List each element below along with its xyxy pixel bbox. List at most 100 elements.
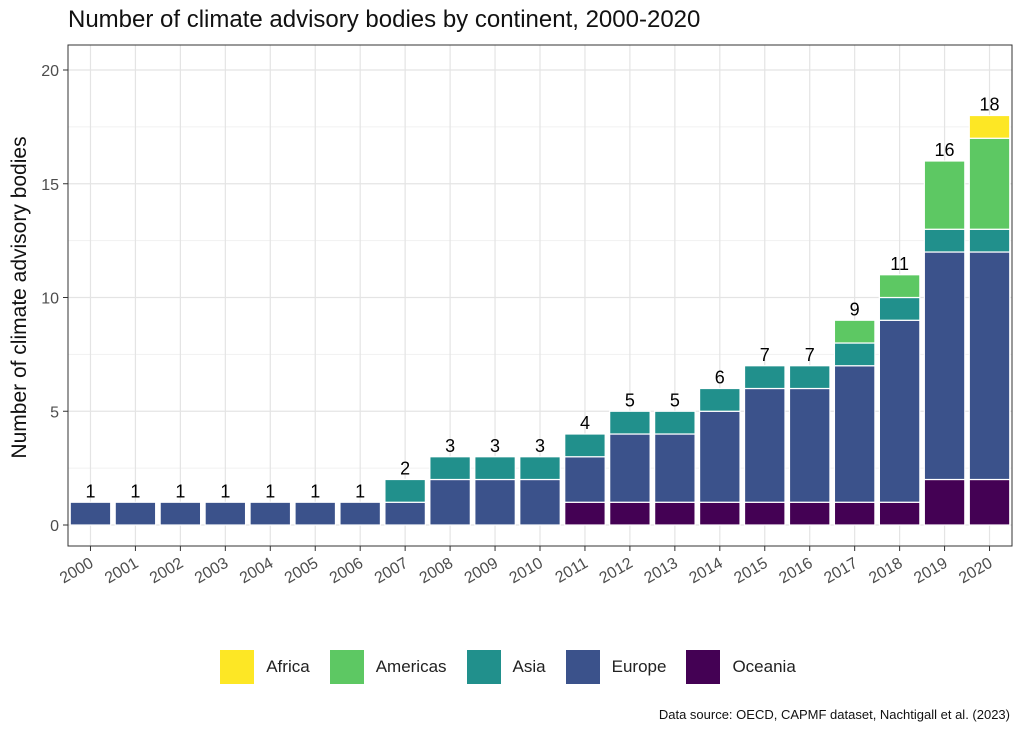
legend-swatch <box>686 650 721 684</box>
bar-segment-asia-2009 <box>474 456 516 481</box>
bar-segment-oceania-2019 <box>923 478 966 526</box>
legend-label: Americas <box>375 657 447 676</box>
total-label-2007: 2 <box>400 459 410 479</box>
total-label-2010: 3 <box>535 436 545 456</box>
legend-swatch <box>565 650 600 684</box>
bar-segment-oceania-2015 <box>743 501 786 526</box>
bar-segment-oceania-2018 <box>878 501 921 526</box>
legend-swatch <box>466 650 501 684</box>
bar-segment-europe-2001 <box>114 501 157 526</box>
bar-segment-europe-2002 <box>159 501 202 526</box>
bar-segment-europe-2006 <box>339 501 382 526</box>
legend-label: Oceania <box>732 657 796 676</box>
total-label-2008: 3 <box>445 436 455 456</box>
bar-segment-asia-2010 <box>519 456 561 481</box>
bar-segment-asia-2011 <box>564 433 606 458</box>
legend-item-asia: Asia <box>466 650 554 684</box>
bar-segment-asia-2018 <box>878 296 921 321</box>
legend-swatch <box>329 650 364 684</box>
bar-segment-europe-2015 <box>743 387 786 503</box>
source-note: Data source: OECD, CAPMF dataset, Nachti… <box>658 707 1010 722</box>
x-tick-label: 2004 <box>237 555 276 588</box>
legend-item-africa: Africa <box>220 650 317 684</box>
bar-segment-asia-2013 <box>654 410 696 435</box>
bar-segment-oceania-2016 <box>788 501 831 526</box>
legend-item-oceania: Oceania <box>686 650 803 684</box>
y-tick-label: 5 <box>50 404 59 421</box>
total-label-2000: 1 <box>85 481 95 501</box>
legend-item-europe: Europe <box>565 650 675 684</box>
total-label-2009: 3 <box>490 436 500 456</box>
bar-segment-americas-2020 <box>968 137 1011 230</box>
total-label-2004: 1 <box>265 481 275 501</box>
total-label-2006: 1 <box>355 481 365 501</box>
total-label-2014: 6 <box>715 368 725 388</box>
x-tick-label: 2003 <box>192 555 231 588</box>
bars-layer <box>69 114 1011 526</box>
x-tick-label: 2002 <box>147 555 186 588</box>
bar-segment-oceania-2017 <box>833 501 876 526</box>
x-tick-label: 2001 <box>102 555 141 588</box>
x-tick-label: 2020 <box>956 555 995 588</box>
bar-segment-europe-2000 <box>69 501 112 526</box>
total-label-2011: 4 <box>580 413 590 433</box>
legend-item-americas: Americas <box>329 650 455 684</box>
x-tick-label: 2016 <box>776 555 815 588</box>
bar-segment-oceania-2012 <box>609 501 651 526</box>
x-tick-label: 2005 <box>282 555 321 588</box>
bar-segment-americas-2017 <box>833 319 876 344</box>
bar-segment-asia-2008 <box>429 456 471 481</box>
total-label-2002: 1 <box>175 481 185 501</box>
bar-segment-asia-2019 <box>923 228 966 253</box>
x-tick-label: 2012 <box>597 555 636 588</box>
bar-segment-europe-2008 <box>429 478 471 526</box>
bar-segment-asia-2017 <box>833 342 876 367</box>
bar-segment-americas-2018 <box>878 274 921 299</box>
bar-segment-europe-2012 <box>609 433 651 503</box>
total-label-2012: 5 <box>625 390 635 410</box>
bar-segment-europe-2018 <box>878 319 921 503</box>
x-tick-label: 2015 <box>731 555 770 588</box>
x-tick-label: 2007 <box>372 555 411 588</box>
total-label-2019: 16 <box>935 140 955 160</box>
legend-label: Africa <box>266 657 310 676</box>
bar-segment-oceania-2014 <box>698 501 741 526</box>
x-tick-label: 2008 <box>417 555 456 588</box>
bar-segment-asia-2020 <box>968 228 1011 253</box>
x-tick-label: 2019 <box>911 555 950 588</box>
bar-segment-europe-2016 <box>788 387 831 503</box>
x-tick-label: 2014 <box>686 555 725 588</box>
total-label-2001: 1 <box>130 481 140 501</box>
y-tick-label: 20 <box>41 63 59 80</box>
bar-segment-europe-2014 <box>698 410 741 503</box>
bar-segment-asia-2016 <box>788 365 831 390</box>
total-label-2013: 5 <box>670 390 680 410</box>
bar-segment-europe-2010 <box>519 478 561 526</box>
bar-segment-asia-2015 <box>743 365 786 390</box>
bar-segment-europe-2005 <box>294 501 337 526</box>
y-axis-title: Number of climate advisory bodies <box>8 136 31 458</box>
bar-segment-americas-2019 <box>923 160 966 230</box>
bar-segment-africa-2020 <box>968 114 1011 139</box>
bar-segment-europe-2007 <box>384 501 426 526</box>
legend-swatch <box>220 650 255 684</box>
bar-segment-oceania-2011 <box>564 501 606 526</box>
x-tick-label: 2018 <box>866 555 905 588</box>
x-tick-label: 2000 <box>57 555 96 588</box>
legend-label: Europe <box>611 657 667 676</box>
total-label-2017: 9 <box>850 299 860 319</box>
total-label-2016: 7 <box>805 345 815 365</box>
bar-segment-asia-2007 <box>384 478 426 503</box>
bar-segment-europe-2004 <box>249 501 292 526</box>
x-tick-label: 2013 <box>642 555 681 588</box>
bar-segment-europe-2020 <box>968 251 1011 481</box>
x-tick-label: 2009 <box>462 555 501 588</box>
y-tick-label: 10 <box>41 291 59 308</box>
bar-segment-asia-2012 <box>609 410 651 435</box>
bar-segment-oceania-2020 <box>968 478 1011 526</box>
legend: Africa Americas Asia Europe Oceania <box>0 650 1024 684</box>
x-tick-label: 2006 <box>327 555 366 588</box>
chart-title: Number of climate advisory bodies by con… <box>68 6 701 33</box>
bar-segment-europe-2011 <box>564 456 606 503</box>
